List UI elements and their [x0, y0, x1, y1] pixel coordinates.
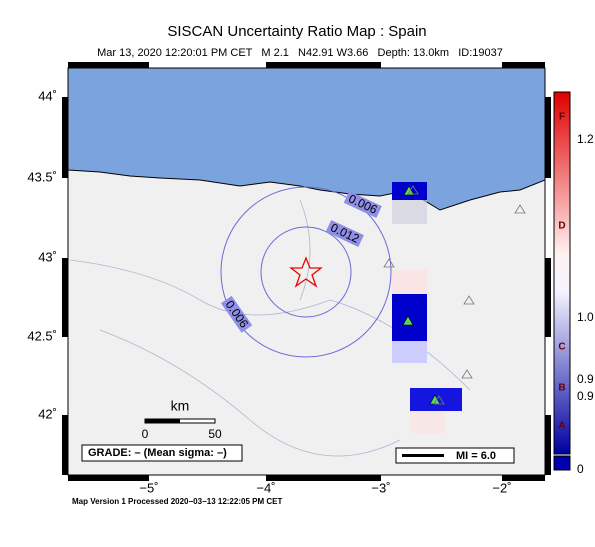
lat-label: 43˚	[38, 249, 57, 264]
footer: Map Version 1 Processed 2020−03−13 12:22…	[72, 497, 282, 506]
mi-line	[402, 454, 444, 457]
scale-unit: km	[171, 398, 190, 414]
scale-bar	[144, 418, 216, 424]
colorbar-labels: F D C B A 1.2 1.0 0.9 0.9 0	[558, 112, 594, 477]
uncertainty-cells	[392, 182, 462, 433]
contours	[220, 186, 392, 358]
lon-labels: −5˚ −4˚ −3˚ −2˚	[139, 480, 511, 495]
contour-labels: 0.006 0.012 0.006	[220, 190, 382, 333]
title: SISCAN Uncertainty Ratio Map : Spain	[167, 23, 426, 40]
grade-letter: D	[558, 221, 565, 232]
lat-labels: 44˚ 43.5˚ 43˚ 42.5˚ 42˚	[27, 88, 57, 421]
lat-label: 42.5˚	[27, 328, 57, 343]
grade-box	[81, 444, 243, 462]
colorbar-value: 1.0	[577, 310, 594, 324]
scale-end: 50	[208, 427, 222, 441]
lon-label: −4˚	[256, 480, 275, 495]
mi-box	[395, 447, 515, 464]
frame-ticks	[62, 62, 551, 481]
lat-label: 42˚	[38, 406, 57, 421]
scale-start: 0	[142, 427, 149, 441]
lon-label: −2˚	[492, 480, 511, 495]
epicenter	[289, 256, 323, 288]
colorbar-value: 0.9	[577, 389, 594, 403]
grade-letter: A	[558, 421, 565, 432]
colorbar-value: 0	[577, 462, 584, 476]
grade: GRADE: – (Mean sigma: –)	[88, 447, 227, 459]
grade-letter: B	[558, 383, 565, 394]
colorbar-value: 1.2	[577, 132, 594, 146]
colorbar-low	[553, 455, 571, 471]
lat-label: 44˚	[38, 88, 57, 103]
lon-label: −3˚	[371, 480, 390, 495]
subtitle: Mar 13, 2020 12:20:01 PM CET M 2.1 N42.9…	[97, 47, 503, 59]
lat-label: 43.5˚	[27, 169, 57, 184]
stations-open	[383, 185, 526, 405]
colorbar-value: 0.9	[577, 372, 594, 386]
grade-letter: C	[558, 342, 565, 353]
mi: MI = 6.0	[456, 450, 496, 462]
lon-label: −5˚	[139, 480, 158, 495]
map	[68, 68, 545, 475]
grade-letter: F	[559, 112, 565, 123]
colorbar	[553, 91, 571, 455]
